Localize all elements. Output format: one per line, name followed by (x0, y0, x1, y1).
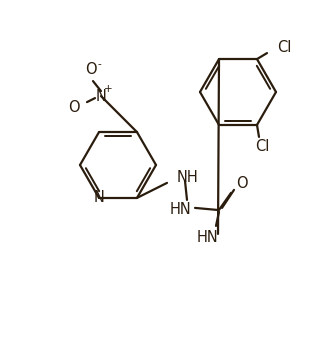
Text: NH: NH (177, 170, 199, 185)
Text: HN: HN (170, 202, 192, 217)
Text: HN: HN (197, 230, 219, 246)
Text: -: - (97, 59, 101, 69)
Text: +: + (104, 84, 112, 94)
Text: N: N (96, 89, 107, 104)
Text: O: O (236, 176, 248, 192)
Text: O: O (85, 62, 97, 77)
Text: Cl: Cl (255, 139, 269, 154)
Text: Cl: Cl (277, 40, 292, 55)
Text: O: O (68, 100, 80, 114)
Text: N: N (93, 190, 104, 206)
